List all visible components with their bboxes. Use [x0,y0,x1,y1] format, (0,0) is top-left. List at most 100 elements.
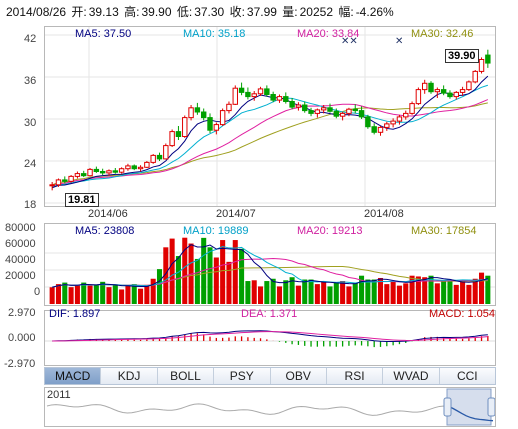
volume-bar [441,281,447,304]
candle [403,112,409,118]
candle [333,110,340,117]
volume-bar [232,240,238,304]
date-label: 2014/08 [364,208,404,220]
candle [106,170,112,174]
macd-chart[interactable] [45,311,495,365]
candle [62,179,68,182]
candle [295,104,302,108]
candle [358,110,365,118]
volume-bar [93,284,99,304]
volume-chart-panel[interactable]: MA5: 23808 MA10: 19889 MA20: 19213 MA30:… [44,223,496,306]
volume-bar [119,289,125,304]
tab-cci[interactable]: CCI [456,369,478,383]
low-label: 低: [176,5,193,19]
macd-y-tick: -2.970 [4,358,36,370]
candle [270,94,276,101]
tab-obv[interactable]: OBV [271,368,327,384]
candle [182,117,188,137]
candle [409,103,415,114]
candle [188,107,194,119]
dif-legend: DIF: 1.897 [49,308,101,320]
candle [466,81,472,91]
volume-bar [333,282,339,304]
candle [257,88,264,95]
candle [232,87,238,105]
candle [415,89,422,105]
tab-macd[interactable]: MACD [45,368,102,384]
time-range-navigator[interactable]: 2011 [44,387,496,427]
price-ma30-legend: MA30: 32.46 [411,28,474,40]
volume-bar [270,278,276,304]
candle [55,179,62,186]
candle [302,104,308,112]
high-price-marker: 39.90 [445,49,479,63]
volume-bar [422,277,428,304]
tab-kdj[interactable]: KDJ [101,368,158,384]
candle [264,88,270,96]
ma10-line [51,84,488,188]
tab-psy[interactable]: PSY [214,368,271,384]
volume-bar [384,284,390,304]
candle [74,173,81,177]
volume-bar [258,286,264,304]
open-value: 39.13 [88,5,119,19]
volume-bar [251,280,257,304]
tab-wvad[interactable]: WVAD [383,368,440,384]
volume-bar [321,281,327,304]
candle [478,59,485,72]
volume-bar [359,275,365,304]
candle [339,112,346,117]
volume-bar [245,281,251,304]
tab-rsi[interactable]: RSI [327,368,384,384]
volume-bar [182,237,188,304]
volume-bar [346,286,352,304]
volume-bar [403,283,409,304]
candle [238,87,245,93]
candle [144,161,150,168]
volume-chart[interactable] [45,224,495,305]
tab-boll[interactable]: BOLL [158,368,215,384]
price-chart-panel[interactable]: ✕✕ ✕ MA5: 37.50 MA10: 35.18 MA20: 33.84 M… [44,26,496,207]
volume-bar [138,288,144,304]
price-chart[interactable]: ✕✕ ✕ [45,27,495,206]
close-value: 37.99 [246,5,277,19]
candle [352,108,358,112]
volume-bar [169,238,175,304]
volume-bar [207,247,213,304]
ma5-line [51,75,489,189]
candle [421,82,428,91]
candle [472,70,478,83]
volume-bar [150,278,156,304]
navigator-chart[interactable] [45,388,495,426]
low-price-marker: 19.81 [65,193,99,207]
vol-ma5-legend: MA5: 23808 [75,225,135,237]
volume-bar [447,279,453,304]
volume-bar [131,284,137,304]
volume-bar [112,284,118,304]
volume-bar [81,282,87,304]
volume-bar [302,279,308,304]
candle [377,126,384,133]
volume-bar [62,282,68,304]
volume-bar [390,281,396,304]
macd-chart-panel[interactable]: DIF: 1.897 DEA: 1.371 MACD: 1.054 [44,308,496,366]
high-label: 高: [124,5,140,19]
vol-y-tick: 40000 [5,254,36,266]
volume-bar [276,286,282,304]
high-value: 39.90 [141,5,172,19]
candle [213,124,220,131]
navigator-window [446,388,492,426]
candle [118,168,125,173]
volume-bar [175,256,181,304]
candle [137,166,144,170]
candle [81,173,87,177]
candle [207,117,213,131]
candle [245,91,251,98]
volume-bar [74,284,80,304]
candle [93,168,100,172]
candle [87,168,93,177]
candle [68,175,74,182]
price-y-tick: 42 [24,33,37,45]
open-label: 开: [71,5,87,19]
volume-bar [194,258,200,304]
